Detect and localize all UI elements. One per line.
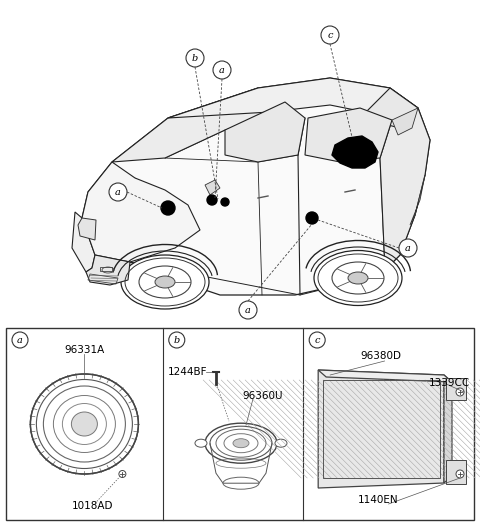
Bar (323, 380, 440, 478)
Text: a: a (405, 244, 411, 253)
Polygon shape (82, 78, 430, 295)
Polygon shape (78, 218, 96, 240)
Circle shape (239, 301, 257, 319)
Text: 1140EN: 1140EN (358, 495, 399, 505)
Ellipse shape (30, 374, 138, 474)
Circle shape (169, 332, 185, 348)
Ellipse shape (72, 412, 97, 436)
Text: a: a (115, 188, 121, 197)
Text: 96331A: 96331A (64, 345, 105, 355)
Polygon shape (168, 78, 418, 118)
Bar (6, 328, 474, 520)
Text: a: a (219, 66, 225, 75)
Ellipse shape (233, 439, 249, 448)
Ellipse shape (121, 255, 209, 309)
Circle shape (456, 388, 464, 396)
Polygon shape (225, 102, 305, 162)
Polygon shape (392, 108, 418, 135)
Bar (100, 267, 112, 271)
Ellipse shape (195, 439, 207, 447)
Circle shape (161, 201, 175, 215)
Polygon shape (86, 255, 130, 285)
Polygon shape (305, 108, 392, 162)
Polygon shape (318, 370, 452, 382)
Text: 1018AD: 1018AD (72, 501, 113, 511)
Polygon shape (332, 136, 378, 168)
Bar (323, 380, 440, 478)
Text: c: c (314, 336, 320, 345)
Ellipse shape (155, 276, 175, 288)
Polygon shape (410, 175, 425, 225)
Circle shape (309, 332, 325, 348)
Text: b: b (192, 54, 198, 63)
Circle shape (221, 198, 229, 206)
Text: 96360U: 96360U (243, 391, 283, 401)
Circle shape (213, 61, 231, 79)
Text: 1244BF: 1244BF (168, 367, 208, 377)
Polygon shape (380, 108, 430, 270)
Text: c: c (327, 31, 333, 40)
Polygon shape (72, 212, 95, 272)
Ellipse shape (348, 272, 368, 284)
Circle shape (306, 212, 318, 224)
Polygon shape (112, 88, 285, 162)
Bar (446, 460, 466, 484)
Circle shape (119, 471, 126, 478)
Polygon shape (205, 180, 220, 195)
Text: a: a (17, 336, 23, 345)
Polygon shape (444, 375, 452, 483)
Polygon shape (360, 88, 418, 128)
Circle shape (109, 183, 127, 201)
Circle shape (207, 195, 217, 205)
Text: 96380D: 96380D (360, 351, 401, 361)
Ellipse shape (314, 251, 402, 305)
Text: b: b (174, 336, 180, 345)
Circle shape (186, 49, 204, 67)
Circle shape (456, 470, 464, 478)
Polygon shape (318, 370, 444, 488)
Text: a: a (245, 306, 251, 315)
Text: 1339CC: 1339CC (429, 378, 470, 388)
Circle shape (321, 26, 339, 44)
Ellipse shape (205, 423, 277, 463)
Bar (446, 378, 466, 400)
Circle shape (399, 239, 417, 257)
Circle shape (12, 332, 28, 348)
Polygon shape (82, 162, 200, 262)
Ellipse shape (275, 439, 287, 447)
